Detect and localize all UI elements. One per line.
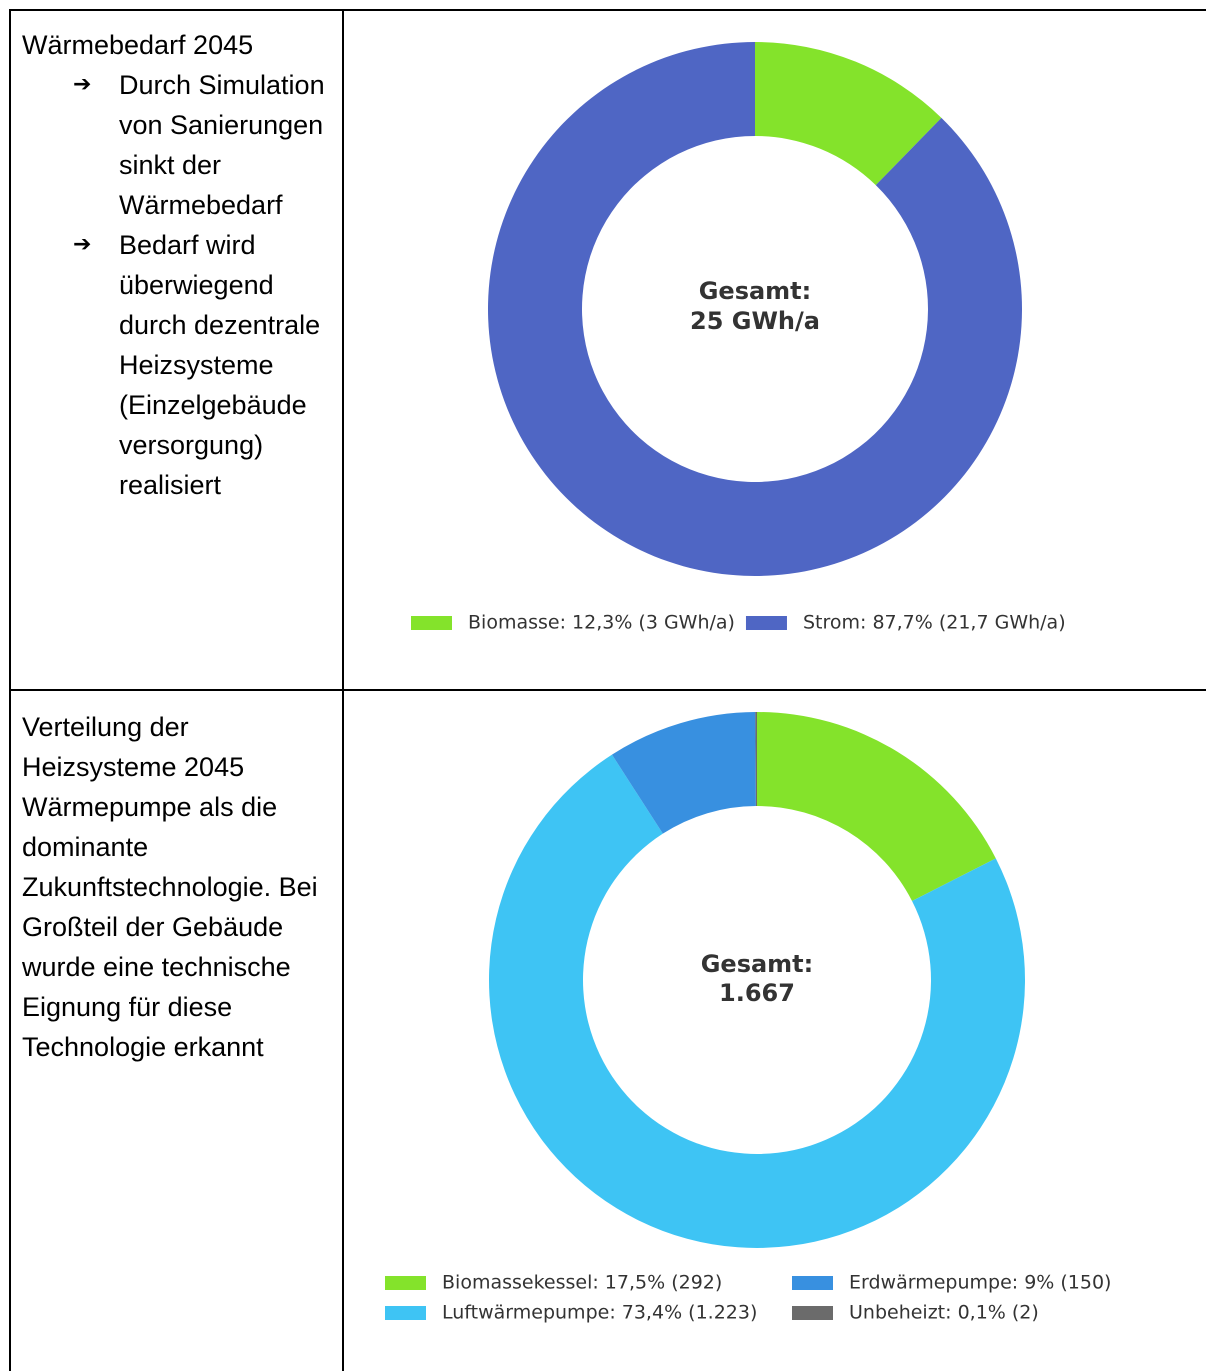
- legend-label: Strom: 87,7% (21,7 GWh/a): [803, 612, 1066, 634]
- bullet: Durch Simulation von Sanierungen sinkt d…: [73, 65, 334, 225]
- center-label: 1.667: [719, 979, 795, 1007]
- table-border: [9, 9, 1206, 11]
- legend-swatch: [385, 1306, 426, 1320]
- legend-swatch: [411, 616, 452, 630]
- cell-title: Wärmebedarf 2045: [22, 30, 254, 60]
- bullet: Bedarf wird überwiegend durch dezentrale…: [73, 225, 334, 505]
- legend-label: Unbeheizt: 0,1% (2): [849, 1302, 1039, 1324]
- center-label: Gesamt:: [699, 277, 812, 305]
- legend-swatch: [792, 1306, 833, 1320]
- text-cell: Verteilung der Heizsysteme 2045 Wärmepum…: [22, 707, 334, 1067]
- donut-slice: [488, 42, 1022, 576]
- legend-label: Biomassekessel: 17,5% (292): [442, 1272, 722, 1294]
- table-border: [9, 9, 11, 1371]
- donut-slice: [757, 712, 996, 902]
- cell-text: Wärmepumpe als die dominante Zukunftstec…: [22, 792, 318, 1062]
- table-border: [342, 9, 344, 1371]
- legend-label: Erdwärmepumpe: 9% (150): [849, 1272, 1111, 1294]
- legend-label: Luftwärmepumpe: 73,4% (1.223): [442, 1302, 757, 1324]
- donut-slice: [488, 754, 1025, 1248]
- bullet-list: Durch Simulation von Sanierungen sinkt d…: [22, 65, 334, 505]
- cell-title: Verteilung der Heizsysteme 2045: [22, 712, 245, 782]
- text-cell: Wärmebedarf 2045 Durch Simulation von Sa…: [22, 25, 334, 505]
- donut-slice: [611, 712, 756, 834]
- legend-swatch: [385, 1276, 426, 1290]
- donut-slice: [755, 712, 757, 807]
- legend-swatch: [745, 616, 787, 630]
- center-label: Gesamt:: [701, 950, 814, 978]
- legend-swatch: [792, 1276, 833, 1290]
- center-label: 25 GWh/a: [690, 307, 820, 335]
- table-border: [9, 689, 1206, 691]
- legend-label: Biomasse: 12,3% (3 GWh/a): [468, 612, 735, 634]
- donut-slice: [755, 42, 942, 186]
